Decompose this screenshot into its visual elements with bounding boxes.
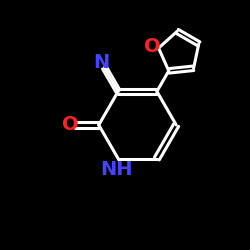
- Text: N: N: [94, 53, 110, 72]
- Text: O: O: [62, 116, 78, 134]
- Text: NH: NH: [101, 160, 133, 178]
- Text: O: O: [144, 37, 161, 56]
